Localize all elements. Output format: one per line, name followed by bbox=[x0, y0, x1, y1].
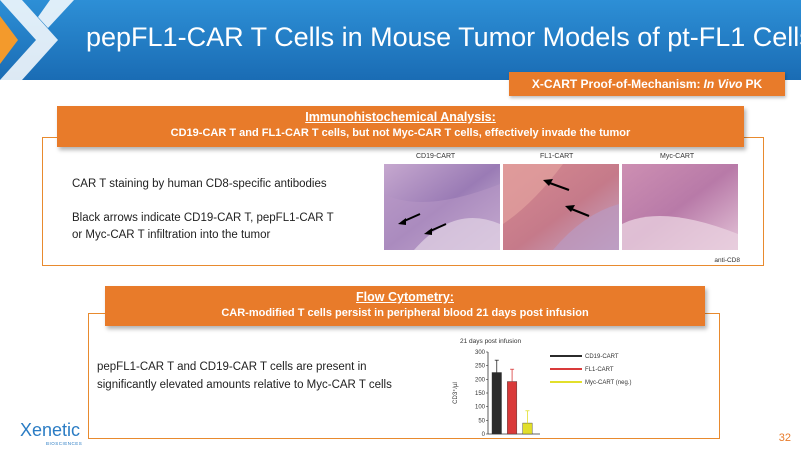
stain-label: anti-CD8 bbox=[714, 257, 740, 264]
ihc-text-line: Black arrows indicate CD19-CAR T, pepFL1… bbox=[72, 212, 334, 224]
flow-bar-chart: 21 days post infusion 0 50 100 150 200 250 300 C… bbox=[452, 338, 631, 438]
flow-heading: Flow Cytometry: bbox=[356, 290, 454, 304]
ihc-banner: Immunohistochemical Analysis: CD19-CAR T… bbox=[57, 106, 744, 147]
subtitle-emphasis: In Vivo bbox=[703, 77, 743, 91]
panel-label: CD19-CART bbox=[416, 153, 456, 160]
slide-title: pepFL1-CAR T Cells in Mouse Tumor Models… bbox=[86, 22, 801, 52]
bar bbox=[507, 381, 518, 435]
chart-title: 21 days post infusion bbox=[460, 338, 521, 345]
ihc-text-line: CAR T staining by human CD8-specific ant… bbox=[72, 178, 327, 190]
flow-subheading: CAR-modified T cells persist in peripher… bbox=[221, 307, 589, 319]
company-subtitle: BIOSCIENCES bbox=[46, 441, 83, 446]
histology-panel-myc bbox=[622, 164, 738, 250]
legend-label: CD19-CART bbox=[585, 354, 619, 360]
y-tick-label: 100 bbox=[475, 405, 486, 411]
subtitle-suffix: PK bbox=[745, 77, 763, 91]
subtitle-text: X-CART Proof-of-Mechanism: bbox=[531, 77, 701, 91]
company-name: Xenetic bbox=[20, 420, 81, 440]
flow-description: pepFL1-CAR T and CD19-CAR T cells are pr… bbox=[97, 358, 392, 394]
company-logo: Xenetic BIOSCIENCES bbox=[2, 420, 122, 450]
histology-figure: CD19-CART FL1-CART Myc-CART bbox=[382, 153, 744, 264]
ihc-description: CAR T staining by human CD8-specific ant… bbox=[72, 176, 334, 244]
panel-label: FL1-CART bbox=[540, 153, 574, 160]
y-tick-label: 250 bbox=[475, 364, 486, 370]
ihc-text-line: or Myc-CAR T infiltration into the tumor bbox=[72, 229, 271, 241]
ihc-heading: Immunohistochemical Analysis: bbox=[305, 110, 496, 124]
histology-panel-fl1 bbox=[503, 164, 619, 250]
panel-label: Myc-CART bbox=[660, 153, 695, 160]
ihc-subheading: CD19-CAR T and FL1-CAR T cells, but not … bbox=[170, 127, 631, 139]
x-logo-icon bbox=[0, 0, 74, 80]
legend-label: FL1-CART bbox=[585, 367, 614, 373]
bar bbox=[522, 422, 533, 435]
flow-text-line: significantly elevated amounts relative … bbox=[97, 379, 392, 391]
histology-panel-cd19 bbox=[384, 164, 500, 250]
y-tick-label: 150 bbox=[475, 391, 486, 397]
page-number: 32 bbox=[778, 432, 791, 444]
y-tick-label: 0 bbox=[482, 432, 486, 438]
bar bbox=[491, 372, 502, 435]
y-tick-label: 50 bbox=[478, 418, 485, 424]
subtitle-banner: X-CART Proof-of-Mechanism: In Vivo PK bbox=[509, 72, 785, 96]
flow-banner: Flow Cytometry: CAR-modified T cells per… bbox=[105, 286, 705, 326]
y-axis-label: CD3⁺/µl bbox=[452, 382, 459, 404]
legend-label: Myc-CART (neg.) bbox=[585, 380, 631, 386]
flow-text-line: pepFL1-CAR T and CD19-CAR T cells are pr… bbox=[97, 361, 367, 373]
y-tick-label: 200 bbox=[475, 377, 486, 383]
slide-header: pepFL1-CAR T Cells in Mouse Tumor Models… bbox=[0, 0, 801, 80]
y-tick-label: 300 bbox=[475, 350, 486, 356]
